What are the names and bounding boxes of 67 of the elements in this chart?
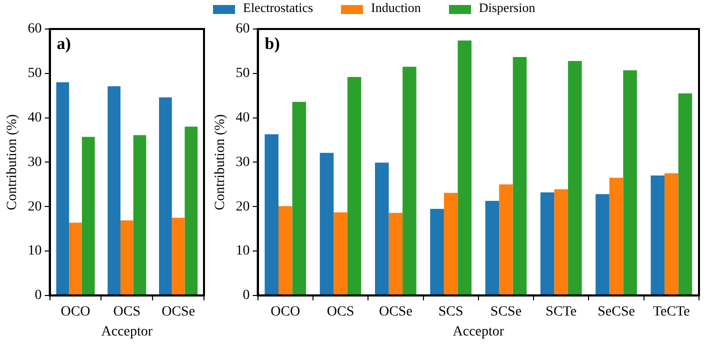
x-tick-label: OCSe bbox=[378, 304, 412, 320]
bar bbox=[108, 86, 120, 295]
y-tick-label: 50 bbox=[236, 66, 250, 82]
x-tick-label: SeCSe bbox=[598, 304, 635, 320]
bar bbox=[458, 40, 472, 295]
bar bbox=[596, 194, 610, 295]
bar bbox=[444, 192, 458, 295]
y-tick-label: 50 bbox=[28, 66, 42, 82]
x-tick-label: SCS bbox=[438, 304, 464, 320]
x-axis-title: Acceptor bbox=[101, 324, 153, 340]
bar bbox=[184, 126, 198, 295]
bar bbox=[540, 192, 554, 295]
x-tick-label: SCSe bbox=[490, 304, 522, 320]
bar bbox=[402, 66, 416, 295]
y-tick-label: 10 bbox=[28, 244, 42, 259]
bar bbox=[678, 93, 692, 295]
x-axis-title: Acceptor bbox=[452, 324, 504, 340]
x-tick-label: OCS bbox=[326, 304, 354, 320]
bar bbox=[133, 135, 146, 295]
y-tick-label: 40 bbox=[28, 110, 42, 126]
y-tick-label: 20 bbox=[28, 199, 42, 214]
bar bbox=[172, 218, 185, 295]
bar bbox=[609, 178, 624, 295]
y-tick-label: 30 bbox=[28, 154, 42, 170]
y-tick-label: 0 bbox=[242, 288, 250, 304]
legend-label: Dispersion bbox=[478, 0, 536, 15]
y-tick-label: 20 bbox=[236, 199, 250, 214]
y-tick-label: 10 bbox=[236, 244, 250, 259]
y-tick-label: 30 bbox=[236, 154, 250, 170]
x-tick-label: TeCTe bbox=[652, 304, 690, 320]
bar bbox=[374, 162, 389, 295]
legend-label: Induction bbox=[371, 0, 421, 15]
y-axis-title: Contribution (%) bbox=[5, 114, 20, 210]
bar bbox=[554, 189, 568, 295]
bar bbox=[292, 102, 306, 295]
bar bbox=[82, 136, 95, 295]
bar bbox=[120, 220, 134, 295]
x-tick-label: OCO bbox=[270, 304, 300, 320]
bar bbox=[264, 134, 278, 295]
bar bbox=[623, 70, 637, 295]
bar bbox=[512, 56, 527, 295]
y-tick-label: 40 bbox=[236, 110, 250, 126]
bar bbox=[499, 184, 513, 295]
legend-label: Electrostatics bbox=[243, 0, 314, 15]
bar bbox=[664, 173, 678, 295]
bar bbox=[347, 76, 362, 295]
bar bbox=[69, 222, 82, 295]
annotation: b) bbox=[264, 34, 280, 53]
x-tick-label: OCSe bbox=[162, 304, 196, 320]
bar bbox=[334, 212, 348, 295]
annotation: a) bbox=[56, 34, 71, 53]
x-tick-label: SCTe bbox=[546, 304, 577, 320]
bar bbox=[430, 208, 444, 295]
y-tick-label: 60 bbox=[28, 22, 42, 37]
x-tick-label: OCS bbox=[113, 304, 141, 320]
bar bbox=[56, 82, 70, 295]
bar bbox=[278, 206, 292, 295]
bar bbox=[159, 97, 172, 295]
bar bbox=[320, 152, 334, 295]
y-tick-label: 0 bbox=[34, 288, 42, 304]
bar bbox=[650, 176, 665, 295]
bar bbox=[388, 212, 403, 295]
x-tick-label: OCO bbox=[60, 304, 90, 320]
y-axis-title: Contribution (%) bbox=[213, 114, 228, 210]
bar bbox=[568, 60, 582, 295]
y-tick-label: 60 bbox=[236, 22, 250, 37]
bar bbox=[485, 200, 500, 295]
